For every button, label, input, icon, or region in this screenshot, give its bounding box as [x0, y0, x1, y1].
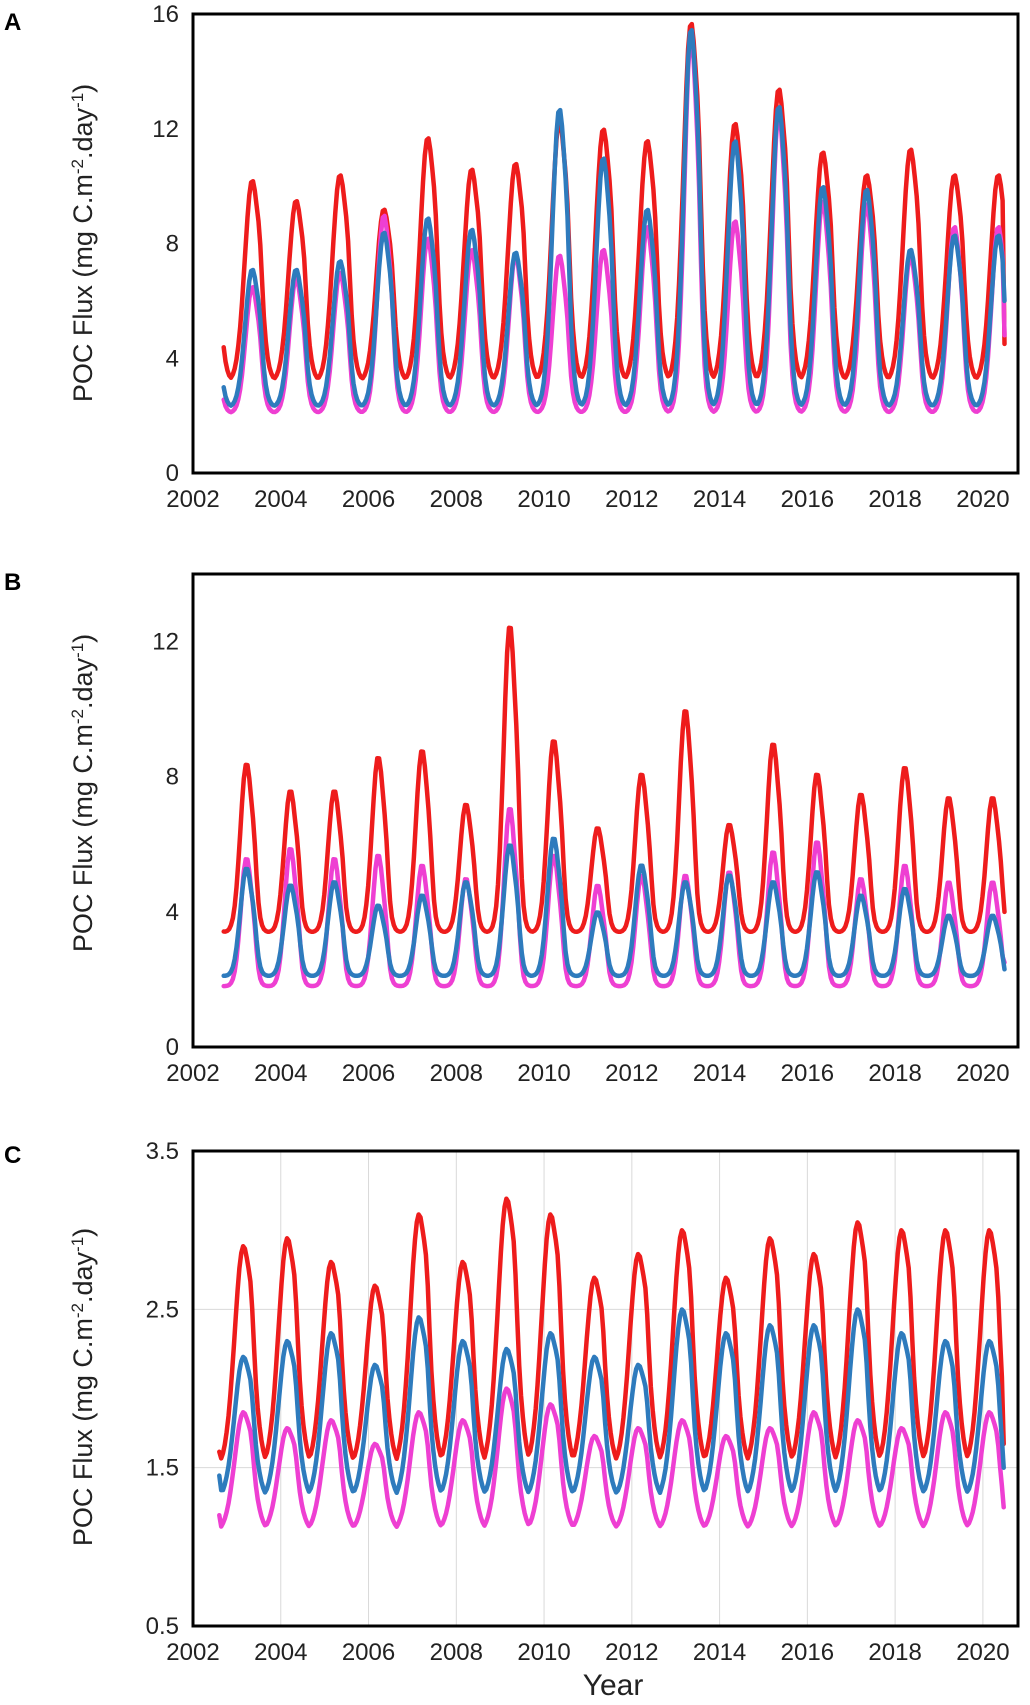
x-tick-label-a-1: 2004 — [254, 486, 307, 513]
x-tick-label-a-0: 2002 — [166, 486, 219, 513]
series-line-magenta-c — [217, 1386, 1006, 1530]
y-tick-label-c-2: 2.5 — [146, 1296, 179, 1323]
plot-frame-c — [191, 1149, 1020, 1628]
y-axis-title-b: POC Flux (mg C.m-2.day-1) — [68, 634, 98, 952]
x-tick-label-c-3: 2008 — [430, 1639, 483, 1666]
series-line-blue-c — [217, 1307, 1006, 1496]
panel-b: B POC Flux (mg C.m-2.day-1) 2002 2004 2006… — [4, 569, 1020, 1087]
panel-label-c: C — [4, 1142, 21, 1169]
plot-frame-a — [191, 12, 1020, 475]
y-tick-label-a-1: 4 — [166, 345, 179, 372]
y-axis-title-c: POC Flux (mg C.m-2.day-1) — [68, 1228, 98, 1546]
series-line-magenta-b — [221, 806, 1007, 989]
y-tick-label-a-4: 16 — [152, 1, 179, 28]
x-tick-label-b-1: 2004 — [254, 1060, 307, 1087]
y-tick-label-b-1: 4 — [166, 899, 179, 926]
x-tick-label-a-5: 2012 — [605, 486, 658, 513]
y-tick-label-c-3: 3.5 — [146, 1138, 179, 1165]
x-tick-label-c-1: 2004 — [254, 1639, 307, 1666]
x-tick-label-c-2: 2006 — [342, 1639, 395, 1666]
series-line-blue-b — [221, 836, 1007, 979]
x-tick-label-a-8: 2018 — [868, 486, 921, 513]
y-tick-label-b-2: 8 — [166, 764, 179, 791]
plot-frame-b — [191, 572, 1020, 1049]
x-tick-label-b-8: 2018 — [868, 1060, 921, 1087]
y-tick-label-a-0: 0 — [166, 460, 179, 487]
x-tick-label-b-7: 2016 — [781, 1060, 834, 1087]
x-tick-label-b-9: 2020 — [956, 1060, 1009, 1087]
x-tick-label-c-7: 2016 — [781, 1639, 834, 1666]
x-tick-label-b-4: 2010 — [517, 1060, 570, 1087]
x-tick-label-b-5: 2012 — [605, 1060, 658, 1087]
y-tick-label-a-2: 8 — [166, 231, 179, 258]
x-tick-label-c-0: 2002 — [166, 1639, 219, 1666]
x-axis-title: Year — [583, 1669, 644, 1702]
x-tick-label-b-2: 2006 — [342, 1060, 395, 1087]
panel-label-a: A — [4, 9, 21, 36]
series-line-red-c — [217, 1196, 1006, 1462]
x-tick-label-a-7: 2016 — [781, 486, 834, 513]
x-tick-label-a-3: 2008 — [430, 486, 483, 513]
y-tick-label-b-3: 12 — [152, 629, 179, 656]
x-tick-label-c-8: 2018 — [868, 1639, 921, 1666]
panel-label-b: B — [4, 569, 21, 596]
y-tick-label-c-0: 0.5 — [146, 1613, 179, 1640]
series-line-red-b — [221, 625, 1007, 935]
panel-a: A POC Flux (mg C.m-2.day-1) 2002 2004 2006… — [4, 1, 1020, 513]
x-tick-label-c-5: 2012 — [605, 1639, 658, 1666]
y-axis-title-a: POC Flux (mg C.m-2.day-1) — [68, 84, 98, 402]
x-tick-label-b-6: 2014 — [693, 1060, 746, 1087]
x-tick-label-b-3: 2008 — [430, 1060, 483, 1087]
x-tick-label-c-6: 2014 — [693, 1639, 746, 1666]
x-tick-label-a-9: 2020 — [956, 486, 1009, 513]
x-tick-label-a-4: 2010 — [517, 486, 570, 513]
series-line-blue-a — [221, 27, 1007, 408]
panel-c: C POC Flux (mg C.m-2.day-1) 2002 2004 2006… — [4, 1138, 1020, 1666]
x-tick-label-a-2: 2006 — [342, 486, 395, 513]
x-tick-label-a-6: 2014 — [693, 486, 746, 513]
x-tick-label-c-9: 2020 — [956, 1639, 1009, 1666]
y-tick-label-a-3: 12 — [152, 116, 179, 143]
y-tick-label-c-1: 1.5 — [146, 1455, 179, 1482]
y-tick-label-b-0: 0 — [166, 1034, 179, 1061]
x-tick-label-b-0: 2002 — [166, 1060, 219, 1087]
x-tick-label-c-4: 2010 — [517, 1639, 570, 1666]
